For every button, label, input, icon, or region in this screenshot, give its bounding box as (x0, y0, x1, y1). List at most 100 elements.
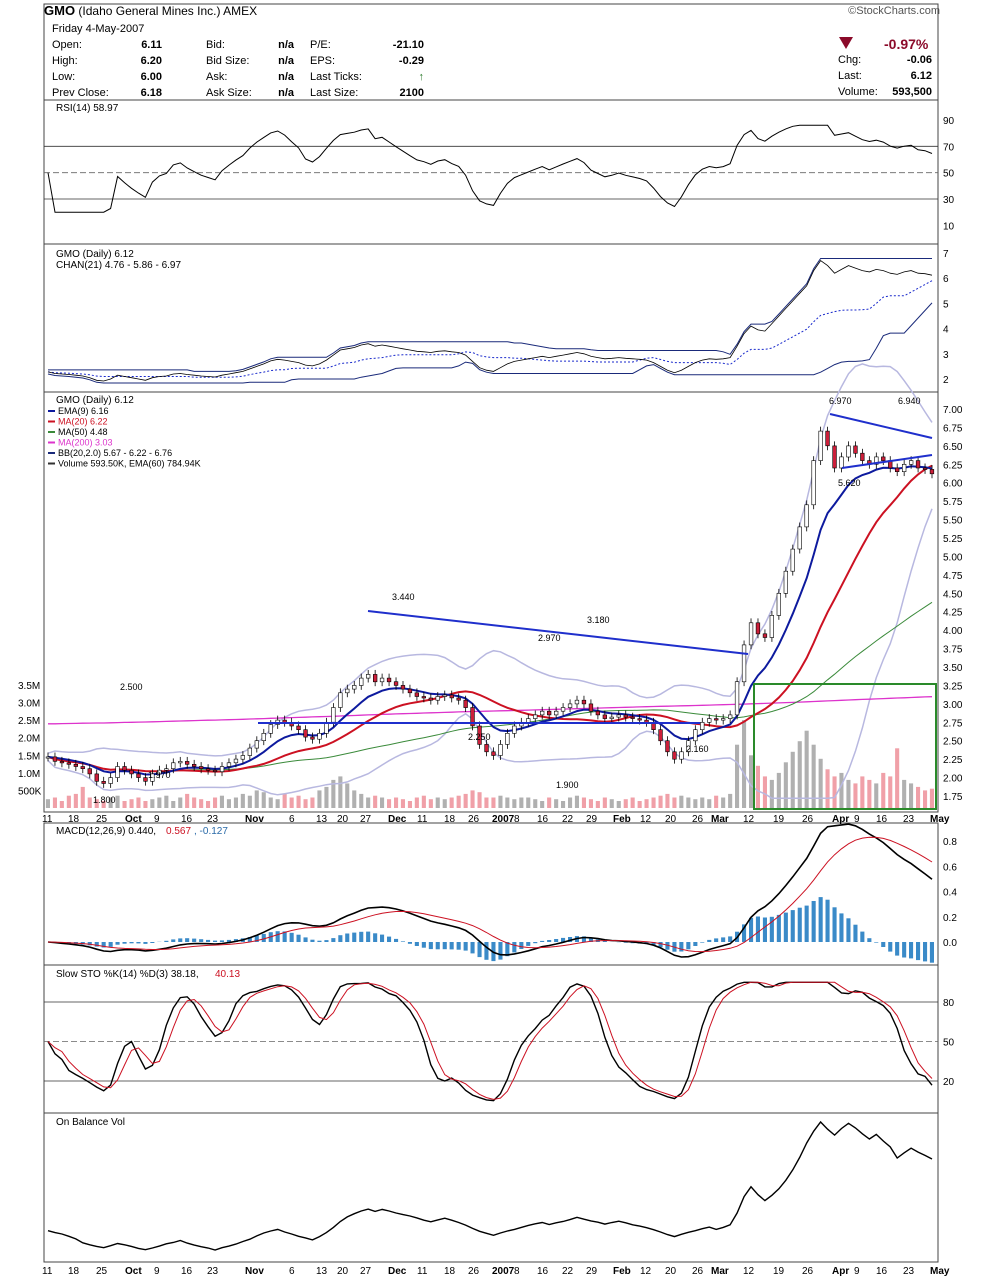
prevclose-label: Prev Close: (52, 87, 109, 99)
volume-bar (282, 793, 287, 808)
price-annotation: 2.160 (686, 744, 709, 754)
candle-body (80, 766, 85, 770)
candle-body (546, 710, 552, 716)
macd-histogram-bar (929, 942, 934, 963)
date-axis-tick-bottom: Apr (832, 1266, 849, 1277)
date-axis-tick: Feb (613, 814, 631, 825)
rsi-axis-tick: 90 (943, 116, 955, 127)
volume-bar (296, 795, 301, 808)
date-axis-tick-bottom: 19 (773, 1266, 785, 1277)
change-percent: -0.97% (884, 36, 929, 52)
macd-histogram-bar (721, 937, 726, 942)
volume-bar (742, 720, 747, 808)
candle-body (247, 747, 253, 756)
volume-bar (554, 799, 559, 808)
candle-body (212, 769, 218, 773)
candle-body (449, 694, 454, 699)
price-panel-frame (43, 391, 939, 813)
macd-histogram-bar (853, 924, 858, 942)
volume-bar (435, 797, 440, 808)
quote-summary: Chg: -0.06 Last: 6.12 Volume: 593,500 (838, 52, 932, 100)
date-axis-tick: 23 (207, 814, 219, 825)
candle-body (929, 469, 935, 475)
candle-body (720, 718, 726, 721)
candle-body (665, 740, 670, 753)
candle-body (707, 718, 712, 723)
candle-body (338, 692, 343, 708)
volume-bar (846, 779, 851, 808)
volume-bar (902, 779, 907, 808)
candle-body (456, 697, 461, 701)
macd-histogram-bar (498, 942, 503, 960)
macd-line (47, 823, 933, 958)
price-axis-tick: 5.75 (943, 497, 963, 508)
volume-bar (721, 797, 726, 808)
volume-bar (219, 795, 224, 808)
price-legend-item: MA(50) 4.48 (58, 427, 108, 437)
candle-body (755, 622, 761, 635)
volume-bar (540, 801, 545, 808)
volume-bar (658, 795, 663, 808)
candle-body (261, 732, 266, 741)
rsi-axis-tick: 70 (943, 142, 955, 153)
volume-bar (595, 801, 600, 808)
volume-bar (164, 795, 169, 808)
date-axis-tick: 22 (562, 814, 574, 825)
macd-histogram-bar (825, 899, 830, 942)
macd-histogram-bar (561, 937, 566, 942)
date-axis-tick-bottom: 8 (514, 1266, 520, 1277)
macd-histogram-bar (651, 942, 656, 946)
macd-histogram-bar (442, 942, 447, 950)
candle-body (477, 725, 482, 745)
candle-body (484, 744, 489, 753)
channel-axis-tick: 6 (943, 274, 949, 285)
volume-bar (115, 795, 120, 808)
candle-body (539, 710, 545, 716)
candle-body (226, 762, 232, 767)
channel-axis-tick: 3 (943, 350, 949, 361)
macd-histogram-bar (352, 932, 357, 942)
date-axis-tick: 26 (692, 814, 704, 825)
date-axis-tick-bottom: 20 (337, 1266, 349, 1277)
date-axis-tick: 2007 (492, 814, 515, 825)
macd-histogram-bar (122, 942, 127, 944)
macd-histogram-bar (282, 931, 287, 942)
candle-body (421, 696, 427, 699)
macd-histogram-bar (554, 939, 559, 942)
macd-histogram-bar (581, 936, 586, 942)
volume-axis-tick: 3.0M (18, 699, 40, 710)
candle-body (839, 456, 844, 469)
sto-legend: Slow STO %K(14) %D(3) 38.18, (56, 969, 199, 980)
macd-histogram-bar (400, 941, 405, 942)
volume-bar (470, 790, 475, 808)
bollinger-lower-line (47, 508, 933, 799)
macd-histogram-bar (519, 942, 524, 949)
date-axis-tick: 6 (289, 814, 295, 825)
date-axis-tick: 27 (360, 814, 372, 825)
date-axis-tick: 16 (181, 814, 193, 825)
price-legend-item: MA(20) 6.22 (58, 417, 108, 427)
candle-body (874, 456, 879, 465)
volume-bar (581, 797, 586, 808)
channel-legend-title: GMO (Daily) 6.12 (56, 249, 134, 260)
volume-bar (749, 755, 754, 808)
candle-body (129, 769, 134, 775)
price-annotation: 1.900 (556, 780, 579, 790)
candle-body (783, 570, 789, 594)
volume-bar (874, 783, 879, 808)
volume-bar (547, 797, 552, 808)
watermark: ©StockCharts.com (848, 5, 940, 17)
date-axis-tick-bottom: 9 (154, 1266, 160, 1277)
candle-body (428, 697, 434, 701)
macd-histogram-bar (129, 942, 134, 944)
volume-bar (66, 795, 71, 808)
macd-histogram-bar (714, 938, 719, 942)
macd-histogram-bar (456, 942, 461, 950)
candle-body (219, 766, 225, 772)
candle-body (769, 615, 775, 638)
volume-bar (519, 797, 524, 808)
channel-lower-line (47, 302, 933, 384)
price-annotation: 2.500 (120, 682, 143, 692)
macd-histogram-bar (178, 938, 183, 942)
volume-bar (317, 790, 322, 808)
